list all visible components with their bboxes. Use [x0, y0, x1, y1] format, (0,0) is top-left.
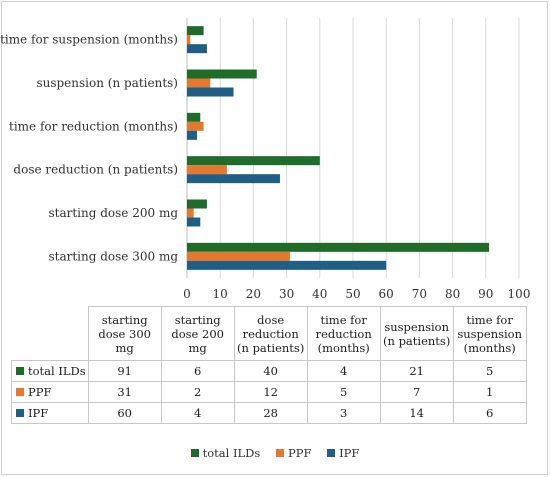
table-cell: 5 — [306, 381, 381, 403]
x-tick-label: 50 — [345, 287, 360, 301]
series-name: total ILDs — [28, 364, 86, 378]
bar — [187, 78, 211, 88]
bar — [187, 69, 257, 79]
data-table: starting dose 300 mg starting dose 200 m… — [11, 306, 527, 424]
bar — [187, 26, 204, 36]
table-row: IPF 60 4 28 3 14 6 — [11, 402, 527, 424]
table-header-cell: time for suspension (months) — [452, 306, 527, 361]
x-tick-label: 70 — [412, 287, 427, 301]
table-row: total ILDs 91 6 40 4 21 5 — [11, 360, 527, 382]
bars — [187, 26, 490, 270]
legend-item-ppf: PPF — [275, 446, 312, 460]
category-label: time for suspension (months) — [0, 33, 178, 47]
x-tick-label: 10 — [213, 287, 228, 301]
table-header-cell: dose reduction (n patients) — [233, 306, 308, 361]
legend-item-total-ilds: total ILDs — [190, 446, 261, 460]
table-header-cell: starting dose 300 mg — [87, 306, 162, 361]
gridlines — [186, 18, 520, 278]
table-cell: 14 — [379, 402, 454, 424]
table-header-cell: starting dose 200 mg — [160, 306, 235, 361]
table-row-label: PPF — [11, 381, 89, 403]
category-label: starting dose 200 mg — [48, 206, 178, 220]
table-cell: 28 — [233, 402, 308, 424]
category-label: dose reduction (n patients) — [13, 163, 178, 177]
legend-swatch — [190, 449, 199, 457]
bar — [187, 112, 201, 122]
bar — [187, 156, 320, 166]
table-corner — [11, 306, 89, 361]
table-header-cell: suspension (n patients) — [379, 306, 454, 361]
table-cell: 1 — [452, 381, 527, 403]
legend: total ILDs PPF IPF — [0, 446, 550, 460]
x-tick-labels: 0 10 20 30 40 50 60 70 80 90 100 — [183, 287, 530, 301]
legend-label: total ILDs — [202, 446, 261, 460]
x-tick-label: 0 — [183, 287, 191, 301]
table-cell: 12 — [233, 381, 308, 403]
category-label: time for reduction (months) — [9, 119, 178, 133]
bar — [187, 251, 290, 261]
table-cell: 91 — [87, 360, 162, 382]
legend-label: IPF — [339, 446, 360, 460]
table-row-label: total ILDs — [11, 360, 89, 382]
bar — [187, 199, 207, 209]
table-cell: 6 — [452, 402, 527, 424]
table-cell: 21 — [379, 360, 454, 382]
bar — [187, 121, 204, 131]
legend-swatch — [275, 449, 284, 457]
table-cell: 60 — [87, 402, 162, 424]
x-tick-label: 90 — [478, 287, 493, 301]
table-cell: 7 — [379, 381, 454, 403]
legend-key-total-ilds — [16, 367, 24, 375]
table-cell: 40 — [233, 360, 308, 382]
bar — [187, 217, 201, 227]
bar — [187, 87, 234, 97]
table-row: PPF 31 2 12 5 7 1 — [11, 381, 527, 403]
table-cell: 6 — [160, 360, 235, 382]
x-tick-label: 40 — [312, 287, 327, 301]
series-name: PPF — [28, 385, 52, 399]
bar — [187, 165, 227, 175]
x-tick-label: 30 — [279, 287, 294, 301]
table-cell: 4 — [160, 402, 235, 424]
bar — [187, 208, 194, 218]
bar — [187, 174, 280, 184]
legend-key-ppf — [16, 388, 24, 396]
table-cell: 31 — [87, 381, 162, 403]
legend-key-ipf — [16, 409, 24, 417]
series-name: IPF — [28, 406, 49, 420]
category-label: suspension (n patients) — [36, 76, 178, 90]
table-header-cell: time for reduction (months) — [306, 306, 381, 361]
legend-label: PPF — [287, 446, 312, 460]
legend-swatch — [327, 449, 336, 457]
bar — [187, 242, 490, 252]
table-cell: 4 — [306, 360, 381, 382]
x-tick-label: 60 — [379, 287, 394, 301]
category-labels: starting dose 300 mg starting dose 200 mg… — [0, 33, 178, 264]
x-tick-label: 100 — [508, 287, 531, 301]
table-cell: 5 — [452, 360, 527, 382]
table-row-label: IPF — [11, 402, 89, 424]
category-label: starting dose 300 mg — [48, 249, 178, 263]
x-tick-label: 80 — [445, 287, 460, 301]
bar — [187, 260, 387, 270]
table-header-row: starting dose 300 mg starting dose 200 m… — [11, 306, 527, 361]
x-tick-label: 20 — [246, 287, 261, 301]
bar — [187, 130, 197, 140]
bar — [187, 35, 191, 45]
bar — [187, 44, 207, 54]
legend-item-ipf: IPF — [327, 446, 359, 460]
table-cell: 3 — [306, 402, 381, 424]
table-cell: 2 — [160, 381, 235, 403]
